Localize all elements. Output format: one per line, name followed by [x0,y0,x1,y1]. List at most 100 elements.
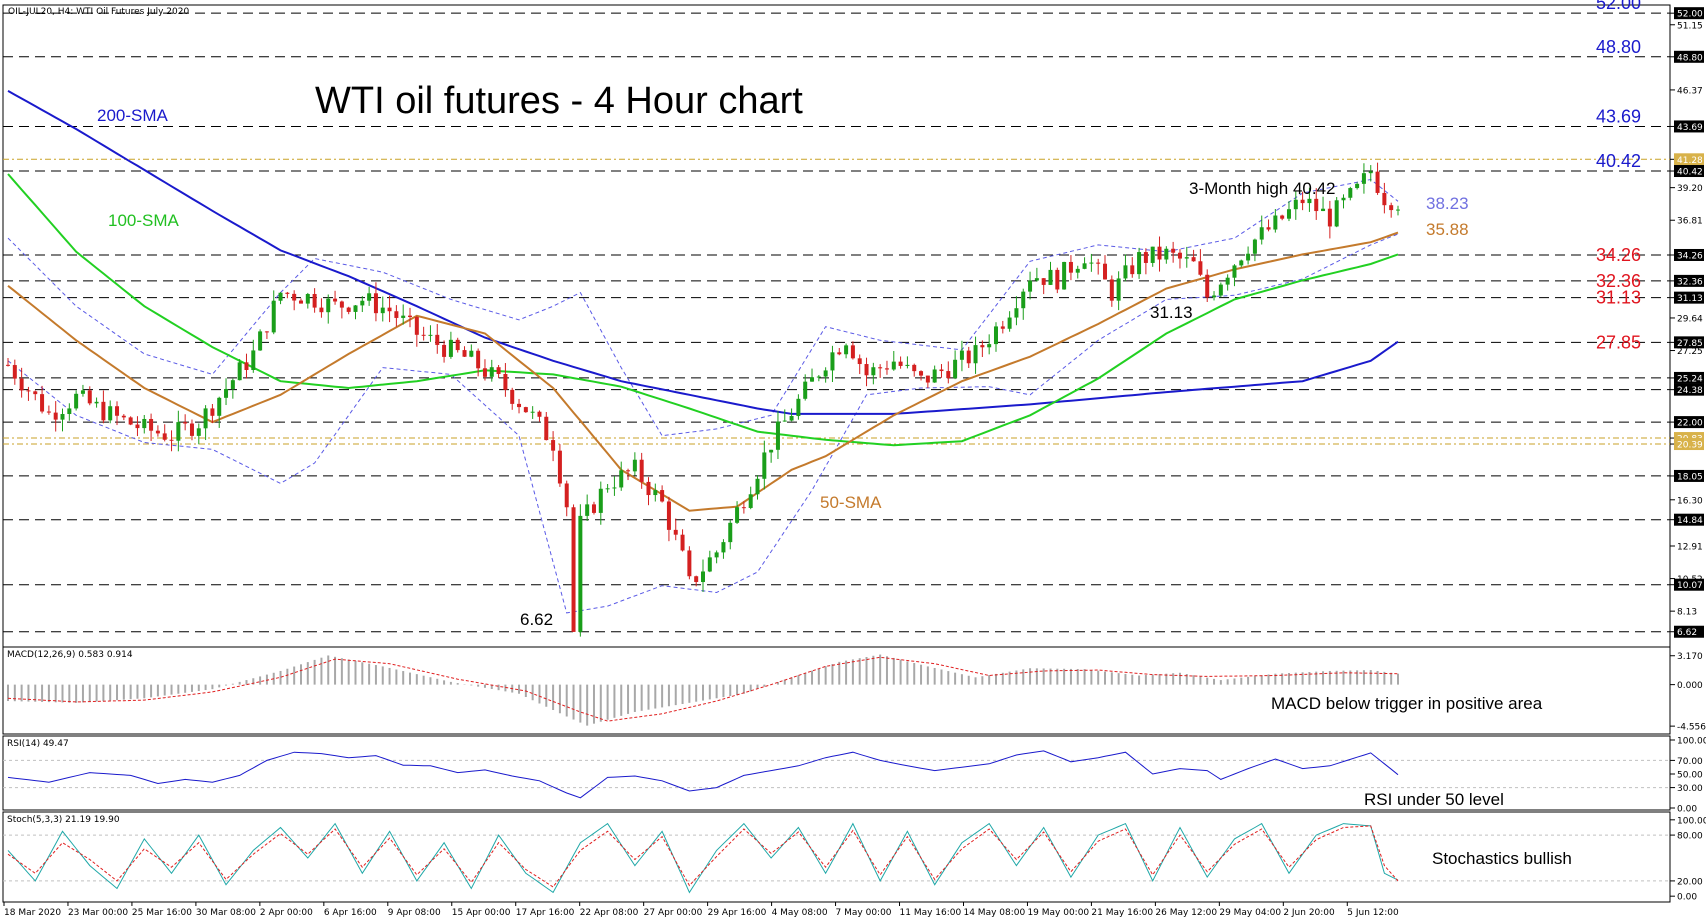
stoch-tick-label: 80.00 [1677,832,1703,842]
candle-body [864,364,869,376]
y-tick-label: 39.20 [1677,184,1703,194]
candle-body [1048,269,1053,285]
candle-body [121,415,126,418]
candle-body [707,557,712,572]
candle-body [217,397,222,416]
macd-tick-label: -4.556 [1677,723,1706,733]
candle-body [244,362,249,370]
candle-body [1266,227,1271,230]
stoch-tick-label: 100.00 [1677,816,1706,826]
candle-body [585,504,590,516]
candle-body [1014,308,1019,318]
candle-body [1055,269,1060,290]
candle-body [189,423,194,436]
candle-body [810,377,815,382]
candle-body [319,307,324,313]
candle-body [271,300,276,333]
candle-body [775,421,780,450]
candle-body [1007,317,1012,329]
rsi-pane-frame [2,735,1671,811]
x-tick-label: 2 Apr 00:00 [260,908,313,918]
candle-body [1109,279,1114,301]
candle-body [755,478,760,495]
candle-body [1286,209,1291,219]
candle-body [803,381,808,399]
candle-body [966,350,971,364]
candle-body [946,371,951,379]
candle-body [932,369,937,383]
candle-body [517,403,522,408]
candle-body [551,440,556,451]
candle-body [898,361,903,366]
candle-body [1382,192,1387,206]
sma50-label: 50-SMA [820,493,882,512]
candle-body [1314,198,1319,212]
y-tick-label: 10.07 [1677,581,1703,591]
candle-body [401,315,406,318]
candle-body [701,571,705,583]
candle-body [1096,262,1101,264]
candle-body [987,344,992,348]
rsi-tick-label: 50.00 [1677,771,1703,781]
price-candles [6,162,1400,637]
candle-body [844,345,849,355]
candle-body [87,390,92,404]
chart-header: OIL-JUL20, H4: WTI Oil Futures July 2020 [8,7,189,17]
candle-body [448,339,453,357]
candle-body [687,550,692,577]
macd-signal-line [7,656,1399,722]
candle-body [1300,199,1305,204]
candle-body [544,416,549,441]
level-label: 27.85 [1596,332,1641,352]
chart-title: WTI oil futures - 4 Hour chart [315,80,803,122]
rsi-tick-label: 70.00 [1677,757,1703,767]
candle-body [1361,173,1366,184]
candle-body [435,334,440,345]
candle-body [646,481,651,496]
candle-body [741,507,746,509]
candle-body [421,334,426,336]
rsi-line [7,750,1399,799]
y-tick-box [1674,50,1704,63]
candle-body [905,364,910,366]
candle-body [6,364,10,366]
candle-body [1232,265,1237,278]
candle-body [176,422,181,441]
candle-body [169,439,174,441]
candle-body [1375,171,1380,193]
y-tick-label: 36.81 [1677,217,1703,227]
candle-body [1355,183,1360,189]
candle-body [1123,265,1128,279]
candle-body [1157,246,1162,260]
candle-body [510,389,515,404]
candle-body [653,490,658,496]
candle-body [224,388,229,398]
candle-body [789,416,794,421]
stoch-label: Stoch(5,3,3) 21.19 19.90 [7,815,120,825]
y-tick-box [1674,469,1704,482]
candle-body [1041,278,1046,285]
candle-body [537,411,542,417]
candle-body [1089,262,1094,264]
candle-body [1137,252,1142,275]
candle-body [666,501,671,530]
candle-body [1062,261,1067,290]
candle-body [496,367,501,375]
candle-body [1034,278,1039,281]
candle-body [626,470,631,472]
x-tick-label: 17 Apr 16:00 [516,908,575,918]
level-label: 32.36 [1596,271,1641,291]
candle-body [1171,248,1176,253]
candle-body [482,368,487,377]
y-tick-label: 27.85 [1677,339,1703,349]
candle-body [298,300,303,304]
x-tick-label: 27 Apr 00:00 [644,908,703,918]
candle-body [1116,278,1121,301]
candle-body [162,433,167,440]
candle-body [264,331,269,333]
candle-body [367,293,372,301]
x-tick-label: 21 May 16:00 [1091,908,1153,918]
candle-body [12,365,17,379]
